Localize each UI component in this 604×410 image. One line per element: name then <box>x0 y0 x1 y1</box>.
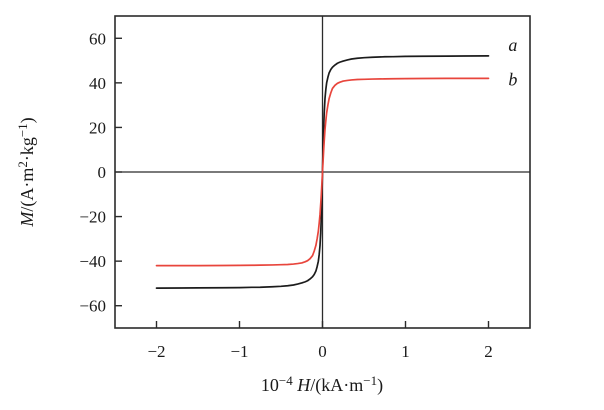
y-tick-label: 0 <box>98 163 107 182</box>
y-axis-title: M/(A·m2·kg−1) <box>15 117 38 227</box>
ticks-group: −2 −1 0 1 2 −60 −40 −20 0 20 40 60 <box>79 29 492 361</box>
x-tick-label: −1 <box>230 342 248 361</box>
axis-title-fragment: −4 <box>279 373 293 388</box>
series-label-a: a <box>508 35 517 55</box>
y-tick-label: 40 <box>89 74 106 93</box>
y-tick-label: 20 <box>89 118 106 137</box>
curve-b <box>155 77 490 267</box>
x-tick-label: −2 <box>147 342 165 361</box>
axis-title-fragment: ·kg <box>17 137 37 161</box>
y-tick-label: −40 <box>79 252 106 271</box>
axis-title-fragment: 2 <box>15 161 30 168</box>
x-tick-label: 0 <box>318 342 327 361</box>
axis-title-fragment: ) <box>377 375 383 396</box>
x-tick-label: 1 <box>401 342 410 361</box>
axis-title-fragment: −1 <box>15 123 30 137</box>
axis-title-fragment: M <box>17 211 37 228</box>
axis-title-fragment: 10 <box>261 375 279 395</box>
axis-title-fragment: ) <box>17 117 38 123</box>
x-axis-title: 10−4 H/(kA·m−1) <box>261 373 383 396</box>
y-tick-label: −60 <box>79 297 106 316</box>
axis-title-fragment: /(A·m <box>17 168 38 212</box>
axis-title-fragment: H <box>293 375 312 395</box>
axis-title-fragment: /(kA·m <box>310 375 363 396</box>
series-label-b: b <box>508 70 517 90</box>
curves-group <box>155 55 490 289</box>
y-tick-label: 60 <box>89 29 106 48</box>
y-tick-label: −20 <box>79 208 106 227</box>
x-tick-label: 2 <box>484 342 493 361</box>
axis-title-fragment: −1 <box>363 373 377 388</box>
